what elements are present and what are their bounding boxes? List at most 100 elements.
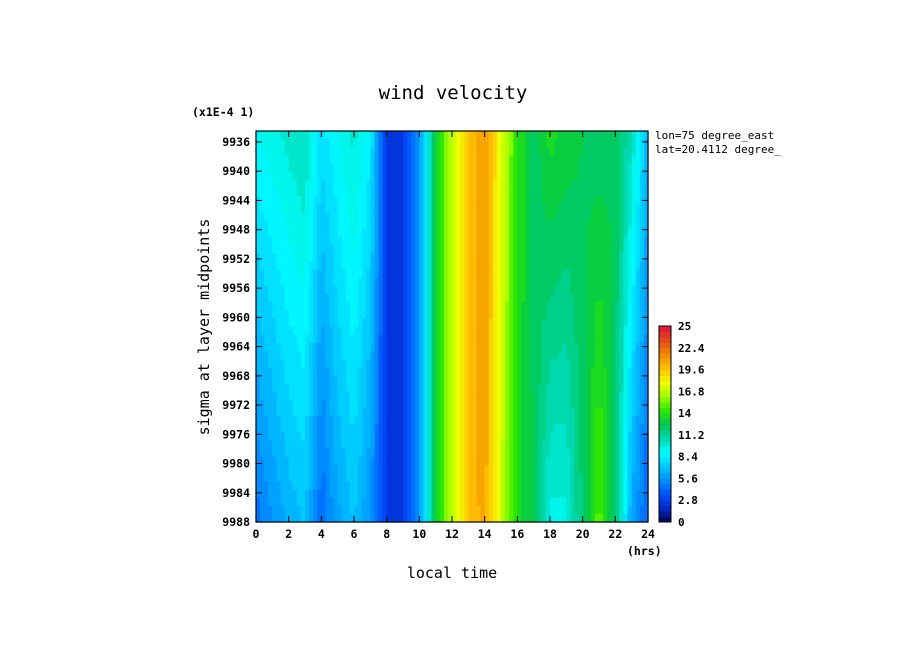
heatmap-cell xyxy=(354,204,359,214)
heatmap-cell xyxy=(611,350,616,360)
heatmap-cell xyxy=(378,253,384,262)
heatmap-cell xyxy=(537,228,543,238)
heatmap-cell xyxy=(431,416,437,425)
heatmap-cell xyxy=(472,489,478,499)
heatmap-cell xyxy=(492,513,498,523)
heatmap-cell xyxy=(570,212,576,222)
heatmap-cell xyxy=(398,350,404,360)
heatmap-cell xyxy=(407,196,412,205)
heatmap-cell xyxy=(296,147,302,157)
heatmap-cell xyxy=(300,204,306,214)
heatmap-cell xyxy=(623,318,629,328)
heatmap-cell xyxy=(586,139,592,148)
heatmap-cell xyxy=(562,399,567,409)
heatmap-cell xyxy=(452,147,457,157)
heatmap-cell xyxy=(545,302,551,311)
heatmap-cell xyxy=(590,155,596,165)
heatmap-cell xyxy=(619,163,625,173)
heatmap-cell xyxy=(574,399,580,409)
heatmap-cell xyxy=(492,310,498,319)
heatmap-cell xyxy=(488,424,494,433)
heatmap-cell xyxy=(501,171,506,181)
heatmap-cell xyxy=(264,350,269,360)
heatmap-cell xyxy=(292,464,298,474)
heatmap-cell xyxy=(611,432,616,442)
heatmap-cell xyxy=(268,163,273,173)
heatmap-cell xyxy=(509,179,514,189)
heatmap-cell xyxy=(574,236,580,246)
heatmap-cell xyxy=(558,440,563,450)
heatmap-cell xyxy=(300,489,306,499)
heatmap-cell xyxy=(317,513,322,523)
heatmap-cell xyxy=(349,179,355,189)
heatmap-cell xyxy=(570,383,576,393)
heatmap-cell xyxy=(390,440,396,450)
heatmap-cell xyxy=(456,171,461,181)
heatmap-cell xyxy=(411,391,416,401)
heatmap-cell xyxy=(566,220,572,230)
heatmap-cell xyxy=(394,236,400,246)
heatmap-cell xyxy=(341,196,347,205)
heatmap-cell xyxy=(496,277,502,287)
heatmap-cell xyxy=(603,473,608,482)
heatmap-cell xyxy=(488,350,494,360)
heatmap-cell xyxy=(284,440,290,450)
heatmap-cell xyxy=(566,481,572,491)
heatmap-cell xyxy=(280,302,286,311)
heatmap-cell xyxy=(394,261,400,271)
heatmap-cell xyxy=(554,212,559,222)
heatmap-cell xyxy=(296,424,302,433)
heatmap-cell xyxy=(333,416,339,425)
heatmap-cell xyxy=(341,261,347,271)
heatmap-cell xyxy=(272,131,278,140)
heatmap-cell xyxy=(284,407,290,417)
heatmap-cell xyxy=(545,155,551,165)
heatmap-cell xyxy=(370,285,376,295)
heatmap-cell xyxy=(362,139,367,148)
heatmap-cell xyxy=(325,473,331,482)
heatmap-cell xyxy=(378,285,384,295)
heatmap-cell xyxy=(627,334,633,344)
y-tick-label: 9972 xyxy=(222,398,250,412)
heatmap-cell xyxy=(309,334,314,344)
heatmap-cell xyxy=(300,269,306,279)
heatmap-cell xyxy=(509,473,514,482)
heatmap-cell xyxy=(586,220,592,230)
x-tick-label: 18 xyxy=(543,527,557,541)
heatmap-cell xyxy=(403,448,408,458)
heatmap-cell xyxy=(349,326,355,336)
heatmap-cell xyxy=(611,212,616,222)
heatmap-cell xyxy=(288,269,294,279)
heatmap-cell xyxy=(374,464,380,474)
heatmap-cell xyxy=(509,171,514,181)
heatmap-cell xyxy=(280,489,286,499)
heatmap-cell xyxy=(468,367,474,376)
heatmap-cell xyxy=(419,318,425,328)
heatmap-cell xyxy=(374,302,380,311)
heatmap-cell xyxy=(599,171,604,181)
heatmap-cell xyxy=(333,236,339,246)
heatmap-cell xyxy=(562,310,567,319)
heatmap-cell xyxy=(300,220,306,230)
heatmap-cell xyxy=(484,481,490,491)
heatmap-cell xyxy=(366,407,371,417)
heatmap-cell xyxy=(472,269,478,279)
heatmap-cell xyxy=(533,261,539,271)
heatmap-cell xyxy=(264,220,269,230)
heatmap-cell xyxy=(529,318,535,328)
heatmap-cell xyxy=(464,310,469,319)
heatmap-cell xyxy=(296,375,302,385)
heatmap-cell xyxy=(260,310,265,319)
heatmap-cell xyxy=(354,375,359,385)
heatmap-cell xyxy=(639,302,645,311)
heatmap-cell xyxy=(411,228,416,238)
heatmap-cell xyxy=(345,399,351,409)
heatmap-cell xyxy=(447,473,453,482)
heatmap-cell xyxy=(582,399,588,409)
heatmap-cell xyxy=(354,147,359,157)
heatmap-cell xyxy=(264,293,269,303)
heatmap-cell xyxy=(603,131,608,140)
heatmap-cell xyxy=(354,513,359,523)
heatmap-cell xyxy=(349,448,355,458)
